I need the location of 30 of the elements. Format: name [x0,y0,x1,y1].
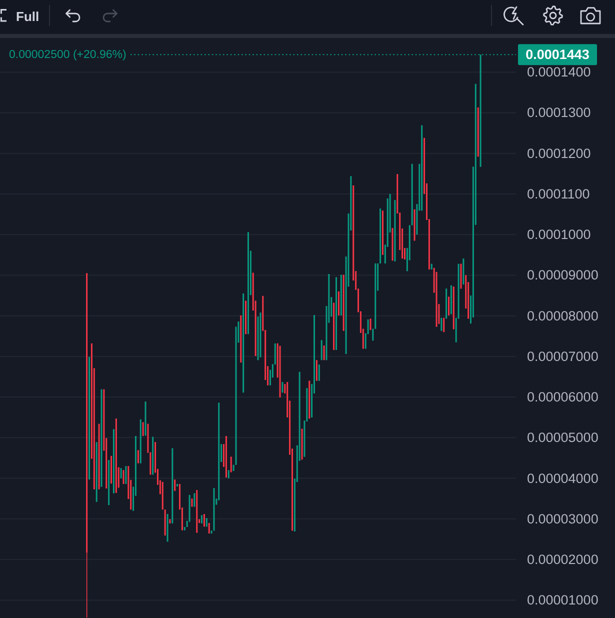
candlestick [320,340,322,360]
y-tick-label: 0.0001200 [527,146,591,161]
y-tick-label: 0.00007000 [527,348,598,364]
y-tick-label: 0.00003000 [527,511,598,526]
candlestick [120,468,122,479]
y-tick-label: 0.00001000 [527,592,598,608]
candlestick [338,291,340,316]
y-tick-label: 0.00008000 [527,308,598,324]
text: Full [16,8,40,24]
candlestick [318,364,320,382]
annotation: 0.00002500 (+20.96%) [9,49,126,61]
y-tick-label: 0.0001300 [527,105,591,120]
candlestick [137,450,139,464]
y-tick-label: 0.00005000 [527,430,598,446]
y-tick-label: 0.0001400 [527,64,591,80]
y-tick-label: 0.00002000 [527,552,598,568]
y-tick-label: 0.0001100 [527,186,590,202]
candlestick [125,466,127,484]
candlestick [122,470,124,484]
candlestick [174,479,176,492]
candlestick [142,422,144,436]
ref-line-label: 0.0001443 [526,47,590,62]
y-tick-label: 0.00006000 [527,390,598,405]
y-tick-label: 0.00009000 [527,268,598,283]
y-tick-label: 0.00004000 [527,470,598,486]
candlestick [440,317,442,332]
candlestick [203,514,205,528]
candlestick [201,514,203,524]
y-tick-label: 0.0001000 [527,227,591,242]
candlestick [316,360,318,382]
